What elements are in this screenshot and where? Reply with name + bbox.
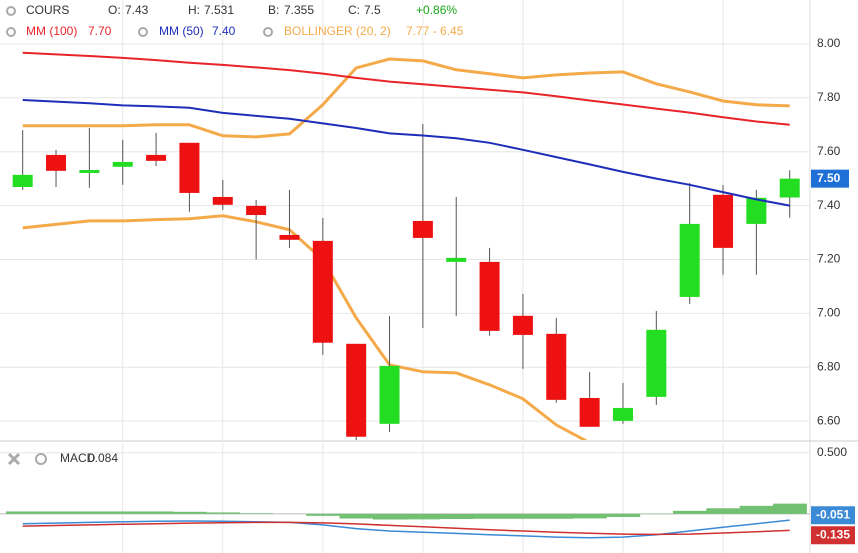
gear-icon[interactable] <box>6 6 16 16</box>
value-badge <box>811 506 855 525</box>
bollinger-upper <box>22 57 790 139</box>
bollinger-lower <box>22 214 588 440</box>
histogram-bar <box>606 513 641 517</box>
ohlc-value: 7.43 <box>125 3 149 17</box>
gear-icon[interactable] <box>138 27 148 37</box>
title: COURS <box>26 3 69 17</box>
legend-value: 7.70 <box>88 24 112 38</box>
ohlc-value: 7.5 <box>364 3 381 17</box>
histogram-bar <box>306 513 340 516</box>
overlay-layer: 7.50 -0.051 -0.135 <box>811 169 855 545</box>
moving-average <box>22 99 790 207</box>
histogram-bar <box>72 511 107 514</box>
candle-body <box>679 223 700 297</box>
candle-body <box>646 329 667 397</box>
main-plot <box>0 0 810 440</box>
macd-plot <box>0 443 810 553</box>
candle-body <box>279 234 300 240</box>
histogram-bar <box>773 503 807 514</box>
candle-body <box>212 196 233 205</box>
gear-icon[interactable] <box>6 27 16 37</box>
y-tick-label: 7.80 <box>817 90 841 104</box>
candle-body <box>579 397 600 427</box>
value-badge-label: -0.135 <box>816 527 850 541</box>
y-tick-label: 6.80 <box>817 359 841 373</box>
legend-name: MM (50) <box>159 24 204 38</box>
histogram-bar <box>372 513 407 520</box>
icons <box>6 6 273 466</box>
moving-average <box>22 51 790 126</box>
macd-title: MACD <box>60 451 96 465</box>
y-tick-label: 0.500 <box>817 445 847 459</box>
candle-body <box>79 170 100 173</box>
histogram-bar <box>706 508 741 514</box>
candle-body <box>612 407 633 421</box>
histogram-bar <box>206 512 240 514</box>
histogram-bar <box>239 513 274 514</box>
histogram-bar <box>739 505 774 514</box>
ohlc-label: B: <box>268 3 279 17</box>
candle-body <box>713 194 734 248</box>
candle-body <box>346 343 367 437</box>
ohlc-label: O: <box>108 3 121 17</box>
ohlc-label: H: <box>188 3 200 17</box>
y-tick-label: 7.00 <box>817 306 841 320</box>
histogram-bar <box>139 511 174 514</box>
value-badge-label: -0.051 <box>816 507 850 521</box>
candle-body <box>379 365 400 424</box>
candle-body <box>246 205 267 216</box>
close-icon[interactable] <box>7 452 21 466</box>
histogram-bar <box>506 513 541 519</box>
candle-body <box>46 154 67 171</box>
gear-icon[interactable] <box>35 453 47 465</box>
gear-icon[interactable] <box>263 27 273 37</box>
y-tick-label: 7.20 <box>817 252 841 266</box>
ohlc-value: 7.355 <box>284 3 314 17</box>
value-badge <box>811 526 855 545</box>
legend-name: MM (100) <box>26 24 77 38</box>
signal-line <box>22 521 790 536</box>
histogram-bar <box>673 510 707 514</box>
last-price-label: 7.50 <box>817 171 841 185</box>
macd-value: 0.084 <box>88 451 118 465</box>
last-price-badge <box>811 169 849 188</box>
histogram-bar <box>406 513 441 520</box>
y-tick-label: 7.60 <box>817 144 841 158</box>
ohlc-label: C: <box>348 3 360 17</box>
histogram-bar <box>39 511 74 514</box>
candle-body <box>779 178 800 198</box>
histogram-bar <box>172 511 207 514</box>
candle-body <box>479 261 500 331</box>
candle-body <box>12 174 33 187</box>
histogram-bar <box>6 511 40 514</box>
y-tick-label: 6.60 <box>817 413 841 427</box>
histogram-bar <box>339 513 374 519</box>
candle-body <box>446 257 467 262</box>
y-tick-label: 8.00 <box>817 36 841 50</box>
ohlc-value: 7.531 <box>204 3 234 17</box>
candle-body <box>512 315 533 335</box>
histogram-bar <box>439 513 474 520</box>
histogram-bar <box>106 511 140 514</box>
histogram-bar <box>572 513 607 519</box>
candle-body <box>312 240 333 343</box>
legend-name: BOLLINGER (20, 2) <box>284 24 391 38</box>
candle-body <box>112 161 133 167</box>
y-tick-label: 7.40 <box>817 198 841 212</box>
legend-value: 7.40 <box>212 24 236 38</box>
candle-body <box>746 197 767 224</box>
change: +0.86% <box>416 3 457 17</box>
histogram-bar <box>539 513 574 519</box>
candle-body <box>146 154 167 161</box>
candle-body <box>179 142 200 193</box>
candle-body <box>412 220 433 238</box>
legend-value: 7.77 - 6.45 <box>406 24 464 38</box>
histogram-bar <box>472 513 507 519</box>
candle-body <box>546 333 567 400</box>
